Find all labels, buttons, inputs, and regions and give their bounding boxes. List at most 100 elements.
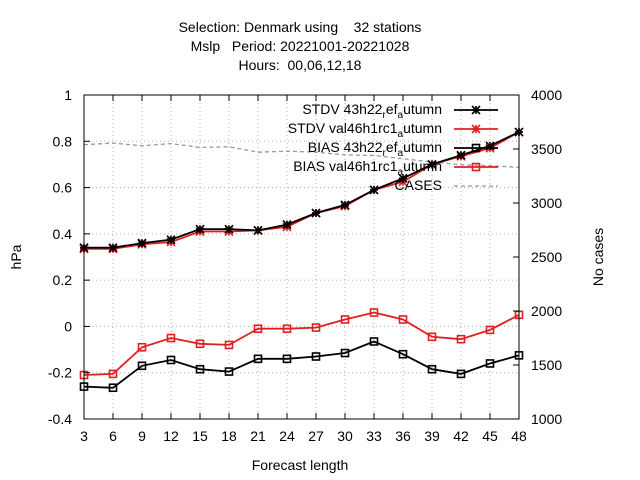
data-point <box>369 185 379 195</box>
data-point <box>195 339 205 349</box>
y2-tick-label: 2500 <box>531 249 562 265</box>
legend-item-3: BIAS val46h1rc1autumn <box>293 158 498 178</box>
legend-swatch-marker <box>471 105 481 115</box>
plot-frame <box>83 94 520 420</box>
y-tick-label: 1 <box>64 87 72 103</box>
y2-tick-label: 4000 <box>531 87 562 103</box>
legend-item-4: CASES <box>395 177 498 193</box>
series-4 <box>83 142 520 169</box>
data-point <box>166 235 176 245</box>
y-tick-label: 0.8 <box>53 133 73 149</box>
x-tick-label: 12 <box>163 428 179 444</box>
data-series <box>79 127 524 393</box>
y2-tick-label: 3000 <box>531 195 562 211</box>
data-point <box>369 308 379 317</box>
axis-ticks: 3 6 9 12 15 18 21 24 27 30 33 36 39 42 45 48-0.4-0.200.… <box>48 87 562 444</box>
x-tick-label: 9 <box>138 428 146 444</box>
legend-item-0: STDV 43h22refautumn <box>302 101 498 121</box>
title-line-2: Mslp Period: 20221001-20221028 <box>191 38 410 54</box>
y-tick-label: 0 <box>64 318 72 334</box>
series-line <box>83 311 520 376</box>
data-point <box>456 150 466 160</box>
y2-tick-label: 1500 <box>531 357 562 373</box>
legend-swatch-marker <box>471 124 481 134</box>
y-tick-label: 0.4 <box>53 226 73 242</box>
data-point <box>311 208 321 218</box>
data-point <box>282 220 292 230</box>
x-tick-label: 33 <box>366 428 382 444</box>
legend-label: STDV 43h22refautumn <box>302 101 442 121</box>
data-point <box>398 349 408 359</box>
data-point <box>137 342 147 352</box>
data-point <box>398 173 408 183</box>
data-point <box>311 352 321 361</box>
data-point <box>108 383 118 393</box>
x-tick-label: 48 <box>511 428 527 444</box>
data-point <box>485 325 495 335</box>
series-2 <box>79 337 524 393</box>
data-point <box>456 334 466 344</box>
data-point <box>166 333 176 343</box>
title-line-3: Hours: 00,06,12,18 <box>239 57 362 73</box>
x-axis-label: Forecast length <box>252 457 349 473</box>
series-line <box>83 142 520 169</box>
y-tick-label: -0.2 <box>48 365 72 381</box>
grid-lines <box>84 95 519 419</box>
data-point <box>224 340 234 350</box>
data-point <box>311 323 321 332</box>
y2-axis-label: No cases <box>590 228 606 286</box>
legend-label: CASES <box>395 177 442 193</box>
x-tick-label: 21 <box>250 428 266 444</box>
x-tick-label: 18 <box>221 428 237 444</box>
data-point <box>427 159 437 169</box>
data-point <box>456 369 466 379</box>
data-point <box>108 369 118 379</box>
legend-label: BIAS 43h22refautumn <box>308 139 442 159</box>
data-point <box>195 364 205 374</box>
data-point <box>253 324 263 334</box>
data-point <box>282 354 292 364</box>
y-tick-label: 0.2 <box>53 272 73 288</box>
data-point <box>137 361 147 371</box>
x-tick-label: 45 <box>482 428 498 444</box>
data-point <box>253 354 263 364</box>
data-point <box>340 348 350 358</box>
x-tick-label: 36 <box>395 428 411 444</box>
chart-title: Selection: Denmark using 32 stations Msl… <box>179 19 422 73</box>
x-tick-label: 42 <box>453 428 469 444</box>
data-point <box>340 315 350 324</box>
y2-tick-label: 3500 <box>531 141 562 157</box>
series-line <box>83 340 520 389</box>
data-point <box>398 315 408 324</box>
data-point <box>369 337 379 346</box>
series-0 <box>79 127 524 253</box>
y2-tick-label: 2000 <box>531 303 562 319</box>
legend-label: STDV val46h1rc1autumn <box>288 120 442 140</box>
series-line <box>84 131 520 249</box>
y-tick-label: 0.6 <box>53 180 73 196</box>
data-point <box>224 367 234 376</box>
data-point <box>137 238 147 248</box>
data-point <box>282 324 292 334</box>
legend-swatch-marker <box>471 143 481 153</box>
data-point <box>108 243 118 253</box>
y-axis-label: hPa <box>8 244 24 269</box>
data-point <box>253 225 263 235</box>
data-point <box>166 355 176 365</box>
y2-tick-label: 1000 <box>531 411 562 427</box>
title-line-1: Selection: Denmark using 32 stations <box>179 19 422 35</box>
x-tick-label: 3 <box>80 428 88 444</box>
data-point <box>427 364 437 374</box>
data-point <box>340 200 350 210</box>
legend-swatch-marker <box>471 162 481 172</box>
data-point <box>195 224 205 234</box>
x-tick-label: 24 <box>279 428 295 444</box>
data-point <box>427 332 437 342</box>
legend-label: BIAS val46h1rc1autumn <box>293 158 442 178</box>
data-point <box>485 141 495 151</box>
x-tick-label: 30 <box>337 428 353 444</box>
x-tick-label: 6 <box>109 428 117 444</box>
legend-item-1: STDV val46h1rc1autumn <box>288 120 498 140</box>
